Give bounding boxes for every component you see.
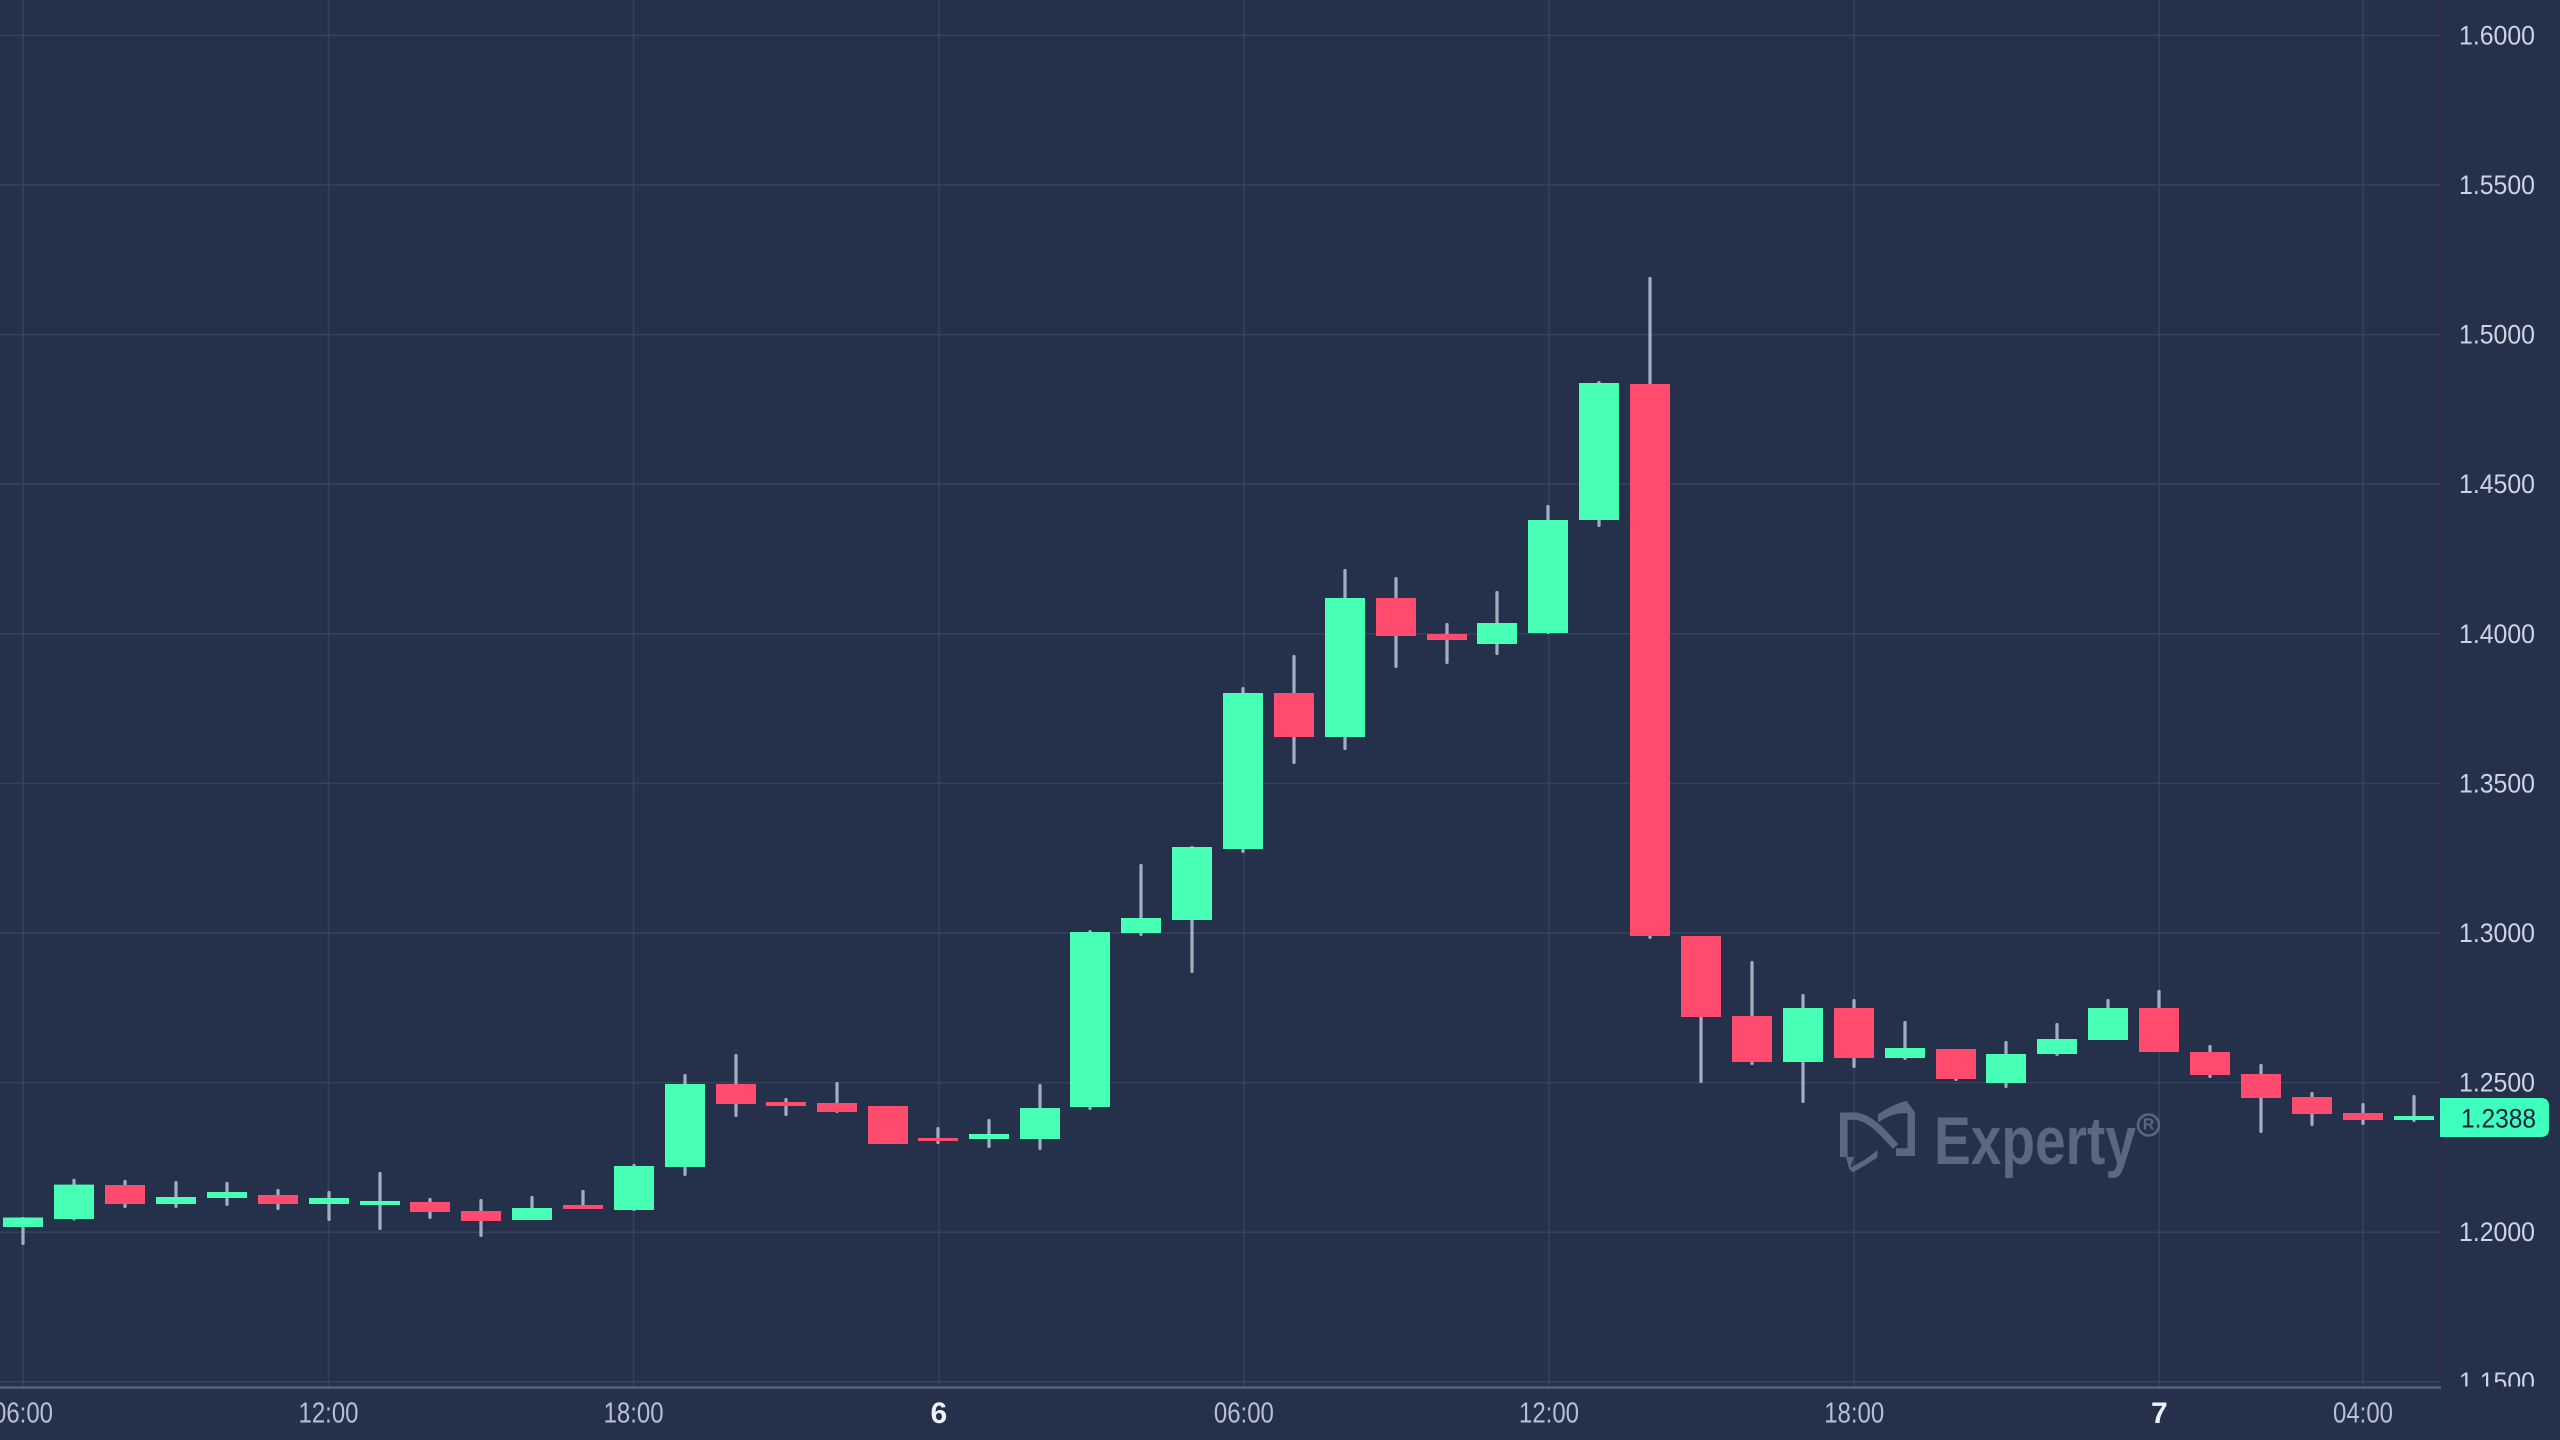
- svg-text:1.5000: 1.5000: [2459, 320, 2535, 350]
- svg-text:1.3500: 1.3500: [2459, 768, 2535, 798]
- svg-text:04:00: 04:00: [2333, 1398, 2393, 1430]
- svg-text:06:00: 06:00: [1214, 1398, 1274, 1430]
- svg-text:18:00: 18:00: [1824, 1398, 1884, 1430]
- svg-text:1.2388: 1.2388: [2461, 1104, 2536, 1134]
- svg-text:1.6000: 1.6000: [2459, 20, 2535, 50]
- svg-text:6: 6: [930, 1397, 947, 1430]
- svg-text:1.2500: 1.2500: [2459, 1068, 2535, 1098]
- svg-text:06:00: 06:00: [0, 1398, 53, 1430]
- svg-text:Experty: Experty: [1934, 1103, 2136, 1179]
- svg-text:1.5500: 1.5500: [2459, 170, 2535, 200]
- svg-text:1.4000: 1.4000: [2459, 619, 2535, 649]
- svg-text:R: R: [2143, 1117, 2155, 1134]
- svg-text:12:00: 12:00: [1519, 1398, 1579, 1430]
- svg-text:7: 7: [2151, 1397, 2168, 1430]
- svg-text:1.4500: 1.4500: [2459, 469, 2535, 499]
- svg-text:1.3000: 1.3000: [2459, 918, 2535, 948]
- svg-text:12:00: 12:00: [299, 1398, 359, 1430]
- svg-text:1.2000: 1.2000: [2459, 1217, 2535, 1247]
- svg-text:18:00: 18:00: [604, 1398, 664, 1430]
